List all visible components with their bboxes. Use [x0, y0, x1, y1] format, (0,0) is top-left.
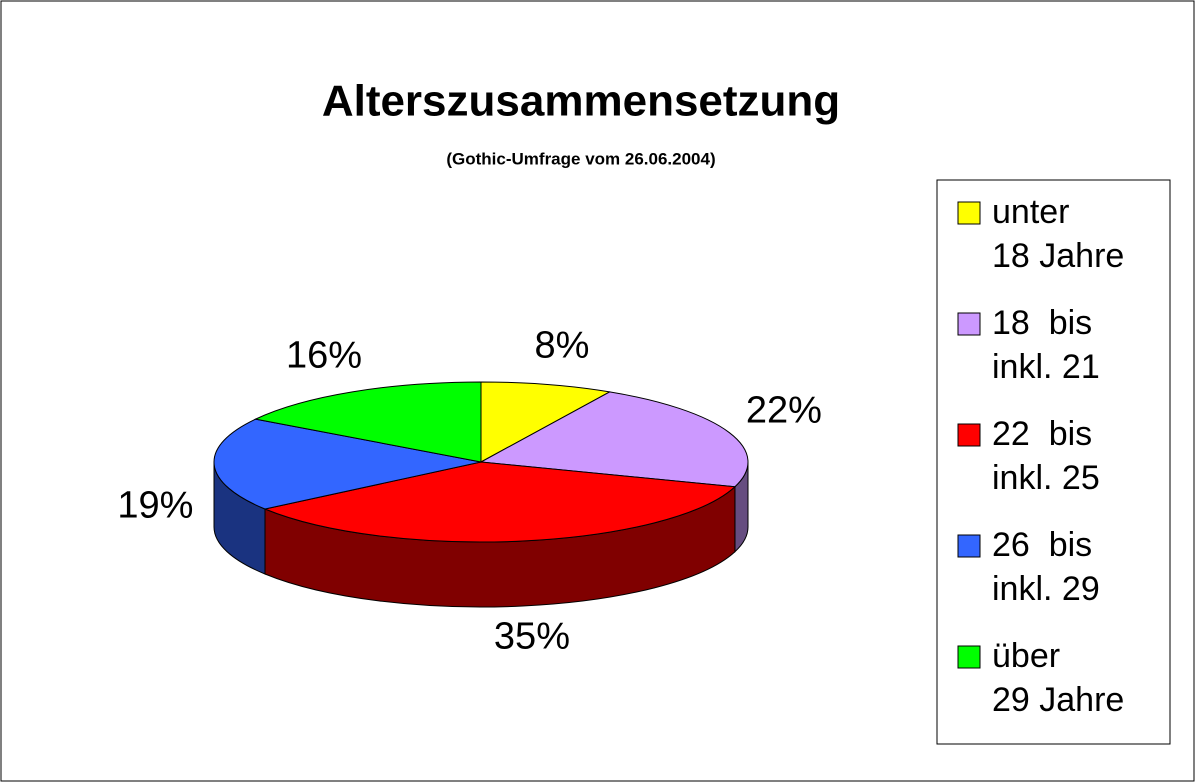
legend-label: über 29 Jahre — [992, 637, 1125, 719]
data-label: 19% — [117, 484, 193, 526]
legend-swatch — [957, 423, 981, 447]
legend-label: 18 bis inkl. 21 — [992, 304, 1100, 386]
legend-swatch — [957, 312, 981, 336]
legend-swatch — [957, 645, 981, 669]
slice — [253, 381, 482, 463]
legend-label: unter 18 Jahre — [992, 193, 1125, 275]
data-label: 22% — [746, 389, 822, 431]
legend-swatch — [957, 534, 981, 558]
data-label: 16% — [286, 334, 362, 376]
legend-label: 26 bis inkl. 29 — [992, 526, 1100, 608]
chart-subtitle: (Gothic-Umfrage vom 26.06.2004) — [446, 149, 715, 168]
slice — [263, 461, 737, 543]
slice — [213, 418, 482, 510]
data-label: 35% — [494, 616, 570, 658]
slice — [479, 391, 749, 488]
legend-label: 22 bis inkl. 25 — [992, 415, 1100, 497]
chart-title: Alterszusammensetzung — [322, 77, 840, 126]
data-label: 8% — [535, 324, 590, 366]
legend-swatch — [957, 201, 981, 225]
slice — [480, 381, 612, 463]
